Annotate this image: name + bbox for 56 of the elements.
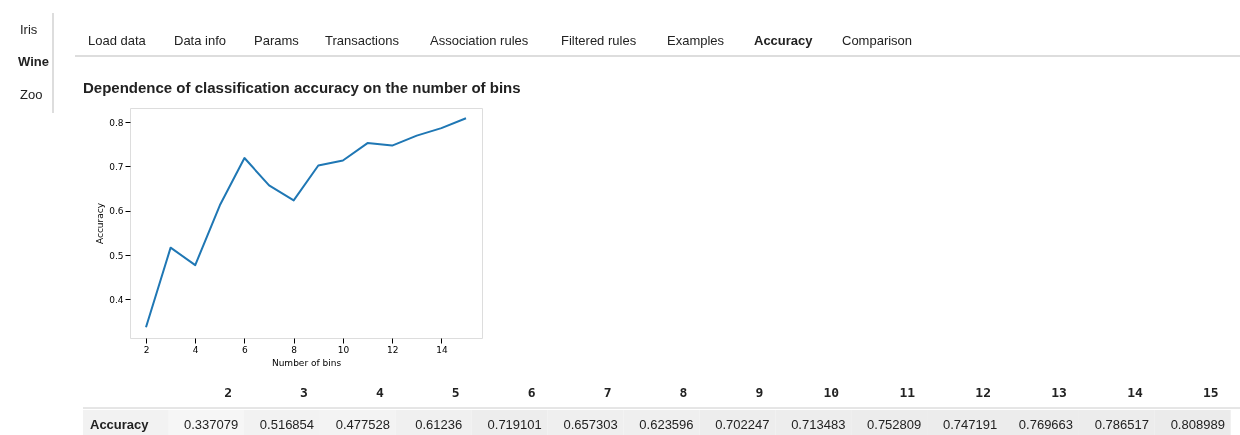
y-tick-label: 0.7: [109, 162, 124, 172]
text: Comparison: [842, 33, 913, 48]
x-tick-label: 15: [1203, 385, 1219, 400]
x-tick-label: 13: [1051, 385, 1067, 400]
data-label: 0.808989: [1170, 417, 1225, 432]
data-label: 0.477528: [335, 417, 390, 432]
text: Zoo: [20, 87, 43, 102]
x-tick-label: 2: [224, 385, 232, 400]
text: Iris: [20, 22, 38, 37]
x-tick-label: 8: [679, 385, 688, 400]
x-tick-label: 5: [451, 385, 460, 400]
text: Load data: [88, 33, 147, 48]
x-tick-label: 14: [1127, 385, 1143, 400]
data-label: 0.61236: [415, 417, 463, 432]
x-tick-label: 12: [386, 344, 399, 355]
x-tick-label: 4: [192, 344, 199, 355]
x-tick-label: 2: [143, 344, 150, 355]
data-label: 0.752809: [867, 417, 922, 432]
chart-title: Dependence of classification accuracy on the number of bins: [83, 79, 521, 96]
text: Wine: [18, 54, 49, 69]
data-label: 0.702247: [715, 417, 770, 432]
data-label: 0.713483: [791, 417, 846, 432]
data-label: 0.337079: [183, 417, 239, 432]
data-label: 0.747191: [942, 417, 998, 432]
x-tick-label: 11: [899, 385, 916, 400]
data-label: 0.786517: [1094, 417, 1149, 432]
data-label: 0.657303: [563, 417, 618, 432]
x-tick-label: 7: [603, 385, 612, 400]
text: Data info: [174, 33, 227, 48]
text: Accuracy: [754, 33, 814, 48]
text: Examples: [667, 33, 725, 48]
x-axis-title: Number of bins: [271, 357, 342, 368]
y-tick-label: Accuracy: [90, 417, 150, 432]
data-label: 0.769663: [1018, 417, 1074, 432]
data-label: 0.516854: [259, 417, 315, 432]
text: Params: [254, 33, 300, 48]
line-series: [145, 117, 467, 329]
x-tick-label: 14: [436, 344, 448, 355]
y-tick-label: 0.8: [109, 117, 124, 128]
text: Association rules: [430, 33, 529, 48]
y-tick-label: 0.6: [109, 206, 124, 217]
data-label: 0.623596: [639, 417, 694, 432]
x-tick-label: 6: [527, 385, 536, 400]
x-tick-label: 9: [755, 385, 764, 400]
x-tick-label: 10: [823, 385, 840, 400]
y-tick-label: 0.5: [109, 250, 124, 261]
x-tick-label: 10: [337, 344, 350, 355]
x-tick-label: 12: [975, 385, 991, 400]
text: Filtered rules: [561, 33, 637, 48]
x-tick-label: 6: [242, 344, 249, 355]
x-tick-label: 8: [291, 344, 298, 355]
x-tick-label: 4: [375, 385, 384, 400]
text: Transactions: [325, 33, 400, 48]
data-label: 0.719101: [487, 417, 542, 432]
y-tick-label: 0.4: [109, 294, 124, 305]
x-tick-label: 3: [300, 385, 308, 400]
